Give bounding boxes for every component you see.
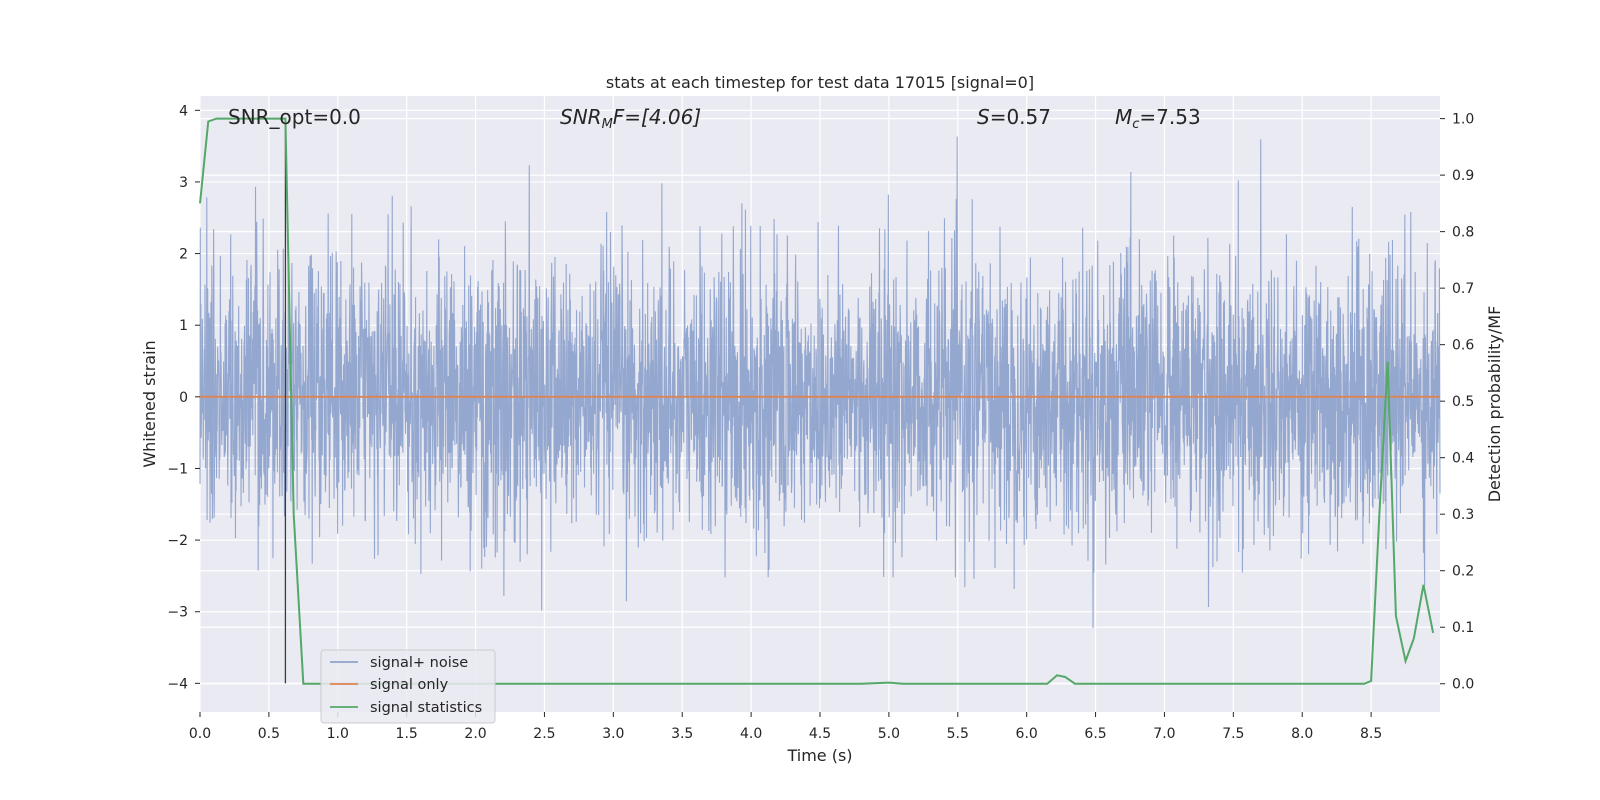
y-left-tick-label: 1 bbox=[179, 318, 188, 334]
x-tick-label: 0.5 bbox=[258, 726, 280, 742]
legend-label-signal-noise: signal+ noise bbox=[370, 655, 468, 671]
annotation-mc-sub: c bbox=[1132, 117, 1139, 132]
y-right-tick-label: 0.5 bbox=[1452, 394, 1474, 410]
y-right-tick-label: 1.0 bbox=[1452, 112, 1474, 128]
x-tick-label: 4.0 bbox=[740, 726, 762, 742]
x-tick-label: 4.5 bbox=[809, 726, 831, 742]
signal-noise-line bbox=[199, 136, 1441, 629]
annotation-snr-mf-sub: M bbox=[602, 117, 613, 132]
x-tick-label: 7.0 bbox=[1153, 726, 1175, 742]
x-tick-label: 3.5 bbox=[671, 726, 693, 742]
annotation-mc-rest: =7.53 bbox=[1139, 105, 1200, 129]
series-signal-noise bbox=[199, 136, 1441, 629]
x-tick-label: 7.5 bbox=[1222, 726, 1244, 742]
y-left-tick-label: 4 bbox=[179, 103, 188, 119]
y-axis-left-label: Whitened strain bbox=[140, 340, 159, 467]
annotation-mc: Mc=7.53 bbox=[1115, 105, 1201, 132]
x-axis-label: Time (s) bbox=[786, 746, 852, 765]
x-tick-label: 1.0 bbox=[327, 726, 349, 742]
x-tick-label: 2.5 bbox=[533, 726, 555, 742]
y-axis-right-label: Detection probability/MF bbox=[1485, 306, 1504, 503]
y-right-tick-label: 0.9 bbox=[1452, 168, 1474, 184]
annotation-snr-mf: SNRMF=[4.06] bbox=[560, 105, 701, 132]
y-right-tick-label: 0.3 bbox=[1452, 507, 1474, 523]
annotation-snr-mf-rest: F=[4.06] bbox=[613, 105, 701, 129]
y-right-tick-label: 0.1 bbox=[1452, 620, 1474, 636]
annotation-s-name: S bbox=[977, 105, 990, 129]
x-tick-label: 0.0 bbox=[189, 726, 211, 742]
x-tick-label: 1.5 bbox=[396, 726, 418, 742]
series-signal-statistics bbox=[199, 117, 1435, 685]
x-axis-ticks: 0.0 0.5 1.0 1.5 2.0 2.5 3.0 3.5 4.0 4.5 5.0 5.5 6.0 6… bbox=[189, 712, 1382, 742]
chart-title: stats at each timestep for test data 170… bbox=[606, 73, 1034, 92]
x-tick-label: 2.0 bbox=[464, 726, 486, 742]
annotation-mc-name: M bbox=[1115, 105, 1132, 129]
annotation-s: S=0.57 bbox=[977, 105, 1051, 129]
y-left-tick-label: −3 bbox=[167, 605, 188, 621]
annotation-snr-opt: SNR_opt=0.0 bbox=[228, 105, 361, 129]
x-tick-label: 8.5 bbox=[1360, 726, 1382, 742]
legend: signal+ noise signal only signal statist… bbox=[320, 649, 496, 724]
y-left-tick-label: −4 bbox=[167, 676, 188, 692]
x-tick-label: 5.0 bbox=[878, 726, 900, 742]
x-tick-label: 6.5 bbox=[1084, 726, 1106, 742]
x-tick-label: 8.0 bbox=[1291, 726, 1313, 742]
y-right-tick-label: 0.7 bbox=[1452, 281, 1474, 297]
x-tick-label: 6.0 bbox=[1016, 726, 1038, 742]
y-left-tick-label: −1 bbox=[167, 461, 188, 477]
y-left-tick-label: 3 bbox=[179, 175, 188, 191]
x-tick-label: 3.0 bbox=[602, 726, 624, 742]
y-right-tick-label: 0.8 bbox=[1452, 225, 1474, 241]
y-left-tick-label: −2 bbox=[167, 533, 188, 549]
y-left-tick-label: 0 bbox=[179, 390, 188, 406]
y-right-tick-label: 0.2 bbox=[1452, 564, 1474, 580]
legend-box bbox=[320, 649, 496, 724]
legend-label-signal-statistics: signal statistics bbox=[370, 700, 482, 716]
y-right-tick-label: 0.4 bbox=[1452, 451, 1474, 467]
y-axis-right-ticks: 1.0 0.9 0.8 0.7 0.6 0.5 0.4 0.3 0.2 0.1 0.0 bbox=[1440, 112, 1474, 693]
y-left-tick-label: 2 bbox=[179, 247, 188, 263]
legend-label-signal-only: signal only bbox=[370, 677, 449, 693]
y-axis-left-ticks: 4 3 2 1 0 −1 −2 −3 −4 bbox=[167, 103, 200, 692]
y-right-tick-label: 0.0 bbox=[1452, 677, 1474, 693]
annotation-snr-mf-name: SNR bbox=[560, 105, 602, 129]
y-right-tick-label: 0.6 bbox=[1452, 338, 1474, 354]
signal-statistics-line bbox=[199, 117, 1435, 685]
annotation-s-rest: =0.57 bbox=[990, 105, 1051, 129]
x-tick-label: 5.5 bbox=[947, 726, 969, 742]
